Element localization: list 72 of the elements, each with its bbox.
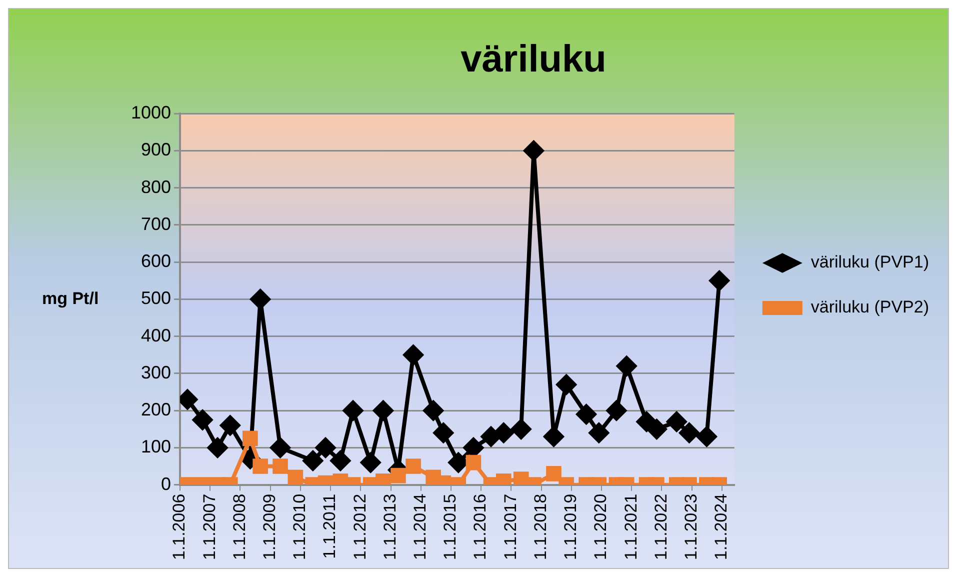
x-tick-label: 1.1.2007 [200, 494, 219, 560]
x-tick-label: 1.1.2009 [260, 494, 280, 560]
y-tick-label: 200 [140, 400, 172, 420]
y-tick-label: 900 [140, 140, 172, 160]
point [494, 422, 514, 443]
point [252, 458, 268, 474]
y-tick-label: 100 [140, 436, 172, 457]
point [576, 404, 596, 424]
point [606, 400, 626, 421]
point [513, 472, 529, 485]
point [546, 466, 562, 482]
legend-label: väriluku (PVP1) [810, 252, 930, 272]
x-tick-label: 1.1.2010 [290, 494, 310, 560]
point [481, 426, 502, 447]
x-tick-label: 1.1.2020 [591, 494, 610, 560]
point [511, 419, 532, 440]
y-tick-label: 0 [161, 474, 172, 494]
chart-title: väriluku [460, 38, 606, 80]
x-tick-label: 1.1.2023 [681, 494, 700, 560]
point [406, 458, 421, 474]
x-tick-label: 1.1.2006 [170, 494, 189, 560]
x-tick-label: 1.1.2011 [320, 494, 340, 559]
x-tick-label: 1.1.2015 [440, 494, 460, 560]
y-tick-label: 800 [140, 176, 172, 197]
point [466, 454, 482, 470]
x-tick-label: 1.1.2017 [500, 494, 520, 560]
point [330, 450, 350, 471]
x-tick-label: 1.1.2016 [470, 494, 490, 560]
point [343, 400, 364, 421]
point [390, 468, 406, 484]
point [316, 438, 336, 458]
y-tick-label: 600 [140, 251, 172, 272]
point [403, 344, 424, 365]
point [250, 289, 270, 310]
point [666, 412, 687, 432]
point [588, 422, 609, 443]
y-tick-label: 700 [140, 214, 172, 234]
x-tick-label: 1.1.2022 [651, 494, 670, 560]
legend-label: väriluku (PVP2) [810, 298, 930, 317]
y-tick-label: 300 [140, 362, 172, 382]
point [433, 422, 454, 443]
y-tick-label: 400 [140, 325, 172, 346]
x-tick-label: 1.1.2019 [561, 494, 580, 560]
point [272, 458, 288, 474]
y-axis-title: mg Pt/l [42, 288, 99, 308]
x-tick-label: 1.1.2024 [712, 494, 731, 560]
point [423, 400, 444, 421]
point [696, 426, 717, 447]
x-tick-label: 1.1.2014 [410, 494, 430, 560]
point [220, 415, 240, 436]
point [288, 470, 304, 485]
point [544, 426, 564, 447]
point [679, 422, 700, 443]
x-tick-label: 1.1.2012 [350, 494, 370, 560]
x-tick-label: 1.1.2018 [530, 494, 550, 560]
point [192, 410, 213, 430]
point [302, 450, 323, 471]
point [208, 438, 228, 458]
point [270, 438, 290, 458]
point [242, 430, 258, 446]
point [616, 356, 637, 376]
point [646, 419, 667, 440]
point [373, 400, 394, 421]
point [360, 452, 381, 473]
x-tick-label: 1.1.2013 [380, 494, 400, 560]
x-tick-label: 1.1.2021 [621, 494, 640, 560]
point [524, 140, 544, 161]
point [556, 374, 576, 395]
y-tick-label: 500 [140, 288, 172, 308]
x-tick-label: 1.1.2008 [230, 494, 249, 560]
y-tick-label: 1000 [130, 102, 172, 123]
point [709, 270, 730, 291]
